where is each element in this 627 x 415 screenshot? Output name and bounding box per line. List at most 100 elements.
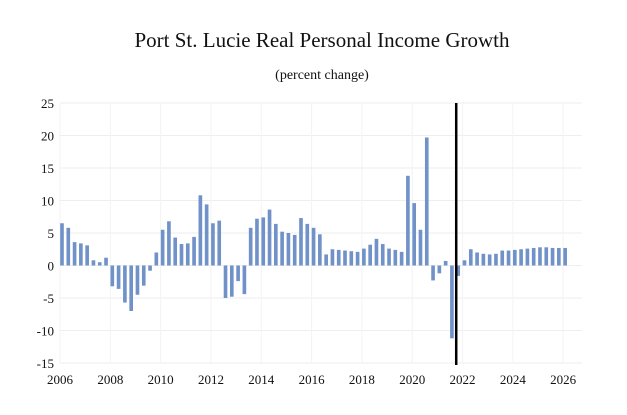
bar bbox=[185, 243, 190, 266]
y-axis-ticks: 25 20 15 10 5 0 -5 -10 -15 bbox=[37, 96, 54, 371]
bar bbox=[311, 227, 316, 266]
bar bbox=[116, 265, 121, 289]
bar bbox=[355, 251, 360, 266]
bar bbox=[374, 238, 379, 266]
bar bbox=[154, 252, 159, 266]
grid-lines bbox=[59, 102, 582, 364]
x-tick-label: 2016 bbox=[299, 372, 326, 387]
bar bbox=[211, 223, 215, 266]
bar bbox=[550, 247, 555, 266]
bar bbox=[318, 234, 322, 266]
bar bbox=[123, 265, 127, 303]
bar bbox=[368, 244, 372, 266]
bar bbox=[160, 229, 165, 266]
bar bbox=[538, 247, 542, 266]
bar bbox=[525, 248, 530, 266]
bar bbox=[299, 218, 303, 266]
bar bbox=[148, 265, 152, 271]
bar bbox=[424, 137, 429, 266]
x-tick-label: 2010 bbox=[148, 372, 174, 387]
bar bbox=[223, 265, 228, 298]
y-tick-label: 25 bbox=[41, 96, 54, 111]
bar bbox=[531, 247, 536, 266]
bar bbox=[129, 265, 134, 311]
bar bbox=[85, 245, 89, 266]
bar bbox=[418, 229, 423, 266]
chart-title: Port St. Lucie Real Personal Income Grow… bbox=[134, 28, 510, 52]
bar bbox=[468, 249, 473, 266]
bar bbox=[91, 260, 96, 266]
bar bbox=[519, 249, 523, 266]
chart-subtitle: (percent change) bbox=[275, 68, 369, 83]
bar bbox=[393, 249, 398, 266]
bar bbox=[179, 244, 184, 266]
x-axis-ticks: 2006 2008 2010 2012 2014 2016 2018 2020 2022 2024… bbox=[47, 372, 577, 387]
bar bbox=[173, 237, 178, 266]
bar bbox=[72, 242, 77, 266]
x-tick-label: 2020 bbox=[399, 372, 425, 387]
bar bbox=[255, 218, 259, 266]
bar bbox=[324, 254, 328, 266]
bar bbox=[236, 265, 240, 282]
x-tick-label: 2026 bbox=[550, 372, 577, 387]
bar bbox=[475, 252, 479, 266]
bar bbox=[544, 247, 549, 266]
y-tick-label: 0 bbox=[48, 259, 55, 274]
bar bbox=[437, 265, 442, 274]
bar bbox=[286, 233, 291, 266]
bar bbox=[450, 265, 454, 339]
bar bbox=[481, 253, 486, 266]
bar bbox=[399, 251, 404, 266]
bar bbox=[292, 234, 297, 266]
bar bbox=[104, 257, 108, 266]
x-tick-label: 2018 bbox=[349, 372, 375, 387]
y-tick-label: -5 bbox=[43, 291, 54, 306]
bar bbox=[387, 248, 391, 266]
bar bbox=[563, 247, 567, 266]
bar bbox=[110, 265, 115, 287]
y-tick-label: -10 bbox=[37, 324, 54, 339]
x-tick-label: 2006 bbox=[47, 372, 74, 387]
bar bbox=[66, 227, 71, 266]
bar bbox=[336, 249, 341, 266]
bar bbox=[141, 265, 146, 286]
bars bbox=[60, 137, 567, 339]
bar bbox=[443, 260, 448, 266]
x-tick-label: 2008 bbox=[97, 372, 123, 387]
bar bbox=[431, 265, 435, 281]
x-tick-label: 2014 bbox=[248, 372, 275, 387]
bar bbox=[500, 250, 505, 266]
y-tick-label: 15 bbox=[41, 161, 54, 176]
bar bbox=[204, 204, 209, 266]
bar bbox=[412, 203, 417, 266]
bar bbox=[343, 250, 347, 266]
y-tick-label: 5 bbox=[48, 226, 55, 241]
bar bbox=[274, 223, 278, 266]
bar bbox=[506, 250, 511, 266]
bar bbox=[330, 249, 335, 266]
bar bbox=[217, 220, 222, 266]
x-tick-label: 2022 bbox=[450, 372, 476, 387]
bar bbox=[380, 244, 385, 266]
bar bbox=[135, 265, 140, 295]
bar bbox=[487, 254, 492, 266]
x-tick-label: 2012 bbox=[198, 372, 224, 387]
bar bbox=[280, 231, 284, 266]
bar bbox=[60, 223, 64, 266]
y-tick-label: -15 bbox=[37, 356, 54, 371]
x-tick-label: 2024 bbox=[500, 372, 527, 387]
bar bbox=[494, 253, 498, 266]
y-tick-label: 10 bbox=[41, 194, 54, 209]
bar bbox=[79, 243, 83, 266]
bar bbox=[362, 248, 366, 266]
bar bbox=[267, 209, 272, 266]
bar bbox=[167, 221, 171, 266]
bar bbox=[557, 247, 561, 266]
bar bbox=[248, 227, 253, 266]
bar bbox=[512, 249, 517, 266]
bar bbox=[462, 260, 467, 266]
bar bbox=[349, 251, 354, 266]
bar bbox=[97, 262, 102, 266]
bar bbox=[242, 265, 247, 295]
